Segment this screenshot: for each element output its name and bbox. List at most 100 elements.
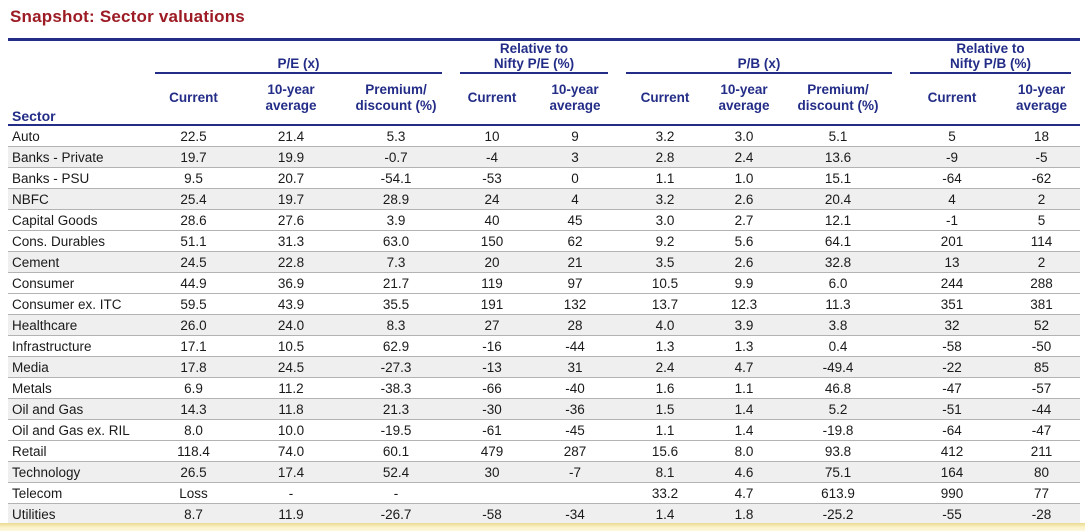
table-row: Infrastructure 17.1 10.5 62.9 -16 -44 1.3 1.3 0.…: [8, 335, 1081, 357]
value-cell: 36.9: [241, 272, 341, 294]
value-cell: 35.5: [341, 293, 452, 315]
sector-name: Banks - Private: [8, 146, 146, 168]
value-cell: 19.9: [241, 146, 341, 168]
value-cell: 10.5: [617, 272, 714, 294]
value-cell: -5: [1003, 146, 1081, 168]
value-cell: 31: [533, 356, 618, 378]
value-cell: -44: [533, 335, 618, 357]
value-cell: 64.1: [775, 230, 902, 252]
value-cell: 1.1: [617, 167, 714, 189]
value-cell: 5: [948, 128, 956, 144]
value-cell: 3.8: [775, 314, 902, 336]
sector-name: Technology: [8, 461, 146, 483]
value-cell: 5.3: [386, 128, 406, 144]
value-cell: 9.5: [146, 167, 241, 189]
value-cell: -38.3: [341, 377, 452, 399]
value-cell: 1.5: [617, 398, 714, 420]
value-cell: 3.0: [617, 209, 714, 231]
value-cell: 4.7: [713, 356, 776, 378]
value-cell: 11.8: [241, 398, 341, 420]
sector-name: Auto: [12, 128, 40, 144]
value-cell: 3: [533, 146, 618, 168]
value-cell: 119: [451, 272, 534, 294]
table-row: Consumer 44.9 36.9 21.7 119 97 10.5 9.9 6.0 244 28…: [8, 272, 1081, 294]
value-cell: -62: [1003, 167, 1081, 189]
value-cell: 26.0: [146, 314, 241, 336]
value-cell: 5: [1003, 209, 1081, 231]
value-cell: 30: [451, 461, 534, 483]
group-header-relative-nifty-pe: Relative to Nifty P/E (%): [451, 40, 617, 75]
value-cell: 10.0: [241, 419, 341, 441]
value-cell: -61: [451, 419, 534, 441]
value-cell: 479: [451, 440, 534, 462]
column-header-pe-10yr-average: 10-year average: [241, 74, 341, 127]
value-cell: 1.4: [713, 419, 776, 441]
table-row: Healthcare 26.0 24.0 8.3 27 28 4.0 3.9 3.8 32 52: [8, 314, 1081, 336]
table-row: Metals 6.9 11.2 -38.3 -66 -40 1.6 1.1 46.8 -47 -57: [8, 377, 1081, 399]
value-cell: 412: [901, 440, 1004, 462]
value-cell: 211: [1003, 440, 1081, 462]
value-cell: 9: [571, 128, 579, 144]
page-title: Snapshot: Sector valuations: [10, 7, 245, 26]
value-cell: 24.5: [241, 356, 341, 378]
value-cell: 4.0: [617, 314, 714, 336]
sector-name: Metals: [8, 377, 146, 399]
value-cell: 44.9: [146, 272, 241, 294]
value-cell: 8.3: [341, 314, 452, 336]
value-cell: 28.6: [146, 209, 241, 231]
sector-name: NBFC: [8, 188, 146, 210]
value-cell: 1.3: [713, 335, 776, 357]
value-cell: -30: [451, 398, 534, 420]
value-cell: 21.3: [341, 398, 452, 420]
column-header-rel-pe-10yr-average: 10-year average: [533, 74, 618, 127]
value-cell: 18: [1034, 128, 1050, 144]
value-cell: 3.2: [655, 128, 675, 144]
value-cell: -16: [451, 335, 534, 357]
value-cell: 28.9: [341, 188, 452, 210]
value-cell: 2.6: [713, 251, 776, 273]
sub-header-row: Current 10-year average Premium/ discoun…: [8, 74, 1081, 127]
sector-name: Retail: [8, 440, 146, 462]
table-row: Retail 118.4 74.0 60.1 479 287 15.6 8.0 93.8 412 2…: [8, 440, 1081, 462]
value-cell: 46.8: [775, 377, 902, 399]
column-header-rel-pb-current: Current: [901, 74, 1004, 127]
value-cell: 45: [533, 209, 618, 231]
value-cell: 10: [484, 128, 500, 144]
sector-name: Oil and Gas: [8, 398, 146, 420]
value-cell: -51: [901, 398, 1004, 420]
value-cell: -36: [533, 398, 618, 420]
bottom-accent-strip: [0, 523, 1085, 531]
value-cell: 43.9: [241, 293, 341, 315]
value-cell: 118.4: [146, 440, 241, 462]
value-cell: 201: [901, 230, 1004, 252]
sector-name: Cement: [8, 251, 146, 273]
value-cell: 85: [1003, 356, 1081, 378]
sector-name: Cons. Durables: [8, 230, 146, 252]
value-cell: 51.1: [146, 230, 241, 252]
value-cell: 26.5: [146, 461, 241, 483]
value-cell: 9.9: [713, 272, 776, 294]
value-cell: -50: [1003, 335, 1081, 357]
value-cell: 5.2: [775, 398, 902, 420]
value-cell: -1: [901, 209, 1004, 231]
sector-valuations-table: Sector P/E (x) Relative to Nifty P/E (%)…: [8, 38, 1081, 528]
value-cell: 2.7: [713, 209, 776, 231]
value-cell: 15.6: [617, 440, 714, 462]
value-cell: 17.4: [241, 461, 341, 483]
sector-name: Healthcare: [8, 314, 146, 336]
value-cell: 4: [533, 188, 618, 210]
column-header-sector: Sector: [8, 39, 146, 127]
value-cell: 32: [901, 314, 1004, 336]
value-cell: -19.8: [775, 419, 902, 441]
value-cell: 19.7: [241, 188, 341, 210]
value-cell: -47: [1003, 419, 1081, 441]
table-row: Telecom Loss - -33.2 4.7 613.9 990 77: [8, 482, 1081, 504]
table-body: Auto 22.5 21.4 5.3 10 9 3.2 3.0 5.1 5 18 Banks - Pr…: [8, 125, 1081, 528]
value-cell: 74.0: [241, 440, 341, 462]
value-cell: 3.9: [341, 209, 452, 231]
value-cell: 381: [1003, 293, 1081, 315]
value-cell: 191: [451, 293, 534, 315]
value-cell: 3.9: [713, 314, 776, 336]
value-cell: -44: [1003, 398, 1081, 420]
value-cell: -: [341, 482, 452, 504]
